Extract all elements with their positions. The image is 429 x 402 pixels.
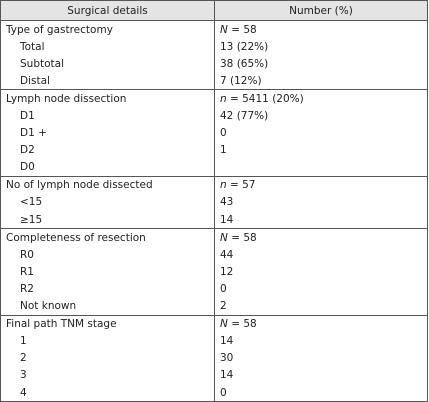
group-label: No of lymph node dissected	[6, 179, 153, 192]
item-row: D1 + 0	[1, 124, 428, 142]
group-row: Final path TNM stage N = 58	[1, 315, 428, 333]
group-label: Completeness of resection	[6, 231, 146, 244]
item-row: ≥15 14	[1, 211, 428, 229]
item-label: ≥15	[20, 213, 43, 226]
group-label: Type of gastrectomy	[6, 23, 113, 36]
item-row: D1 42 (77%)	[1, 107, 428, 125]
item-label: Distal	[20, 74, 50, 87]
group: Lymph node dissection n = 5411 (20%) D1 42 …	[0, 89, 428, 177]
item-row: R1 12	[1, 263, 428, 281]
item-label: R1	[20, 265, 34, 278]
item-label: Not known	[20, 300, 77, 313]
item-label: 3	[20, 369, 27, 382]
item-value	[214, 158, 428, 177]
item-value: 1	[214, 141, 428, 159]
item-value: 0	[214, 124, 428, 142]
group-value: N = 58	[214, 315, 428, 333]
group-row: No of lymph node dissected n = 57	[1, 176, 428, 194]
item-label: 2	[20, 352, 27, 365]
group-row: Completeness of resection N = 58	[1, 228, 428, 247]
item-value: 44	[214, 246, 428, 264]
group: No of lymph node dissected n = 57 <15 43 ≥15…	[0, 176, 428, 229]
item-label: <15	[20, 196, 43, 209]
group-value: n = 57	[214, 176, 428, 194]
item-label: D2	[20, 144, 35, 157]
item-value: 12	[214, 263, 428, 281]
item-value: 2	[214, 297, 428, 316]
group-label: Lymph node dissection	[6, 92, 127, 105]
item-row: <15 43	[1, 193, 428, 212]
group: Completeness of resection N = 58 R0 44 R1 12 R…	[0, 228, 428, 316]
item-row: R2 0	[1, 280, 428, 298]
item-row: 3 14	[1, 366, 428, 384]
item-value: 14	[214, 332, 428, 350]
group-row: Lymph node dissection n = 5411 (20%)	[1, 89, 428, 108]
item-row: 1 14	[1, 332, 428, 350]
item-value: 30	[214, 349, 428, 367]
item-value: 0	[214, 383, 428, 402]
table-header: Surgical details Number (%)	[0, 0, 428, 21]
item-label: D1	[20, 110, 35, 123]
item-row: D0	[1, 158, 428, 177]
group-label: Final path TNM stage	[6, 318, 117, 331]
group-value: N = 58	[214, 20, 428, 39]
item-value: 38 (65%)	[214, 55, 428, 73]
item-value: 7 (12%)	[214, 72, 428, 90]
header-cell: Surgical details	[0, 0, 215, 21]
item-value: 43	[214, 193, 428, 212]
item-value: 0	[214, 280, 428, 298]
group-value: N = 58	[214, 228, 428, 247]
item-value: 13 (22%)	[214, 38, 428, 56]
item-value: 42 (77%)	[214, 107, 428, 125]
item-label: D0	[20, 161, 35, 174]
item-row: Total 13 (22%)	[1, 38, 428, 56]
item-value: 14	[214, 211, 428, 229]
item-label: Subtotal	[20, 57, 64, 70]
group: Type of gastrectomy N = 58 Total 13 (22%) Su…	[0, 20, 428, 90]
header-row: Surgical details Number (%)	[0, 0, 428, 21]
item-label: 1	[20, 335, 27, 348]
group-row: Type of gastrectomy N = 58	[1, 20, 428, 39]
header-cell: Number (%)	[214, 0, 428, 21]
item-row: 2 30	[1, 349, 428, 367]
item-row: D2 1	[1, 141, 428, 159]
item-row: R0 44	[1, 246, 428, 264]
item-label: R0	[20, 248, 34, 261]
item-label: Total	[20, 40, 45, 53]
item-row: Not known 2	[1, 297, 428, 316]
group-value: n = 5411 (20%)	[214, 89, 428, 108]
group: Final path TNM stage N = 58 1 14 2 30 3 14 4 0	[0, 315, 428, 402]
item-label: D1 +	[20, 127, 47, 140]
item-label: 4	[20, 386, 27, 399]
item-label: R2	[20, 282, 34, 295]
item-row: Subtotal 38 (65%)	[1, 55, 428, 73]
item-value: 14	[214, 366, 428, 384]
item-row: Distal 7 (12%)	[1, 72, 428, 90]
